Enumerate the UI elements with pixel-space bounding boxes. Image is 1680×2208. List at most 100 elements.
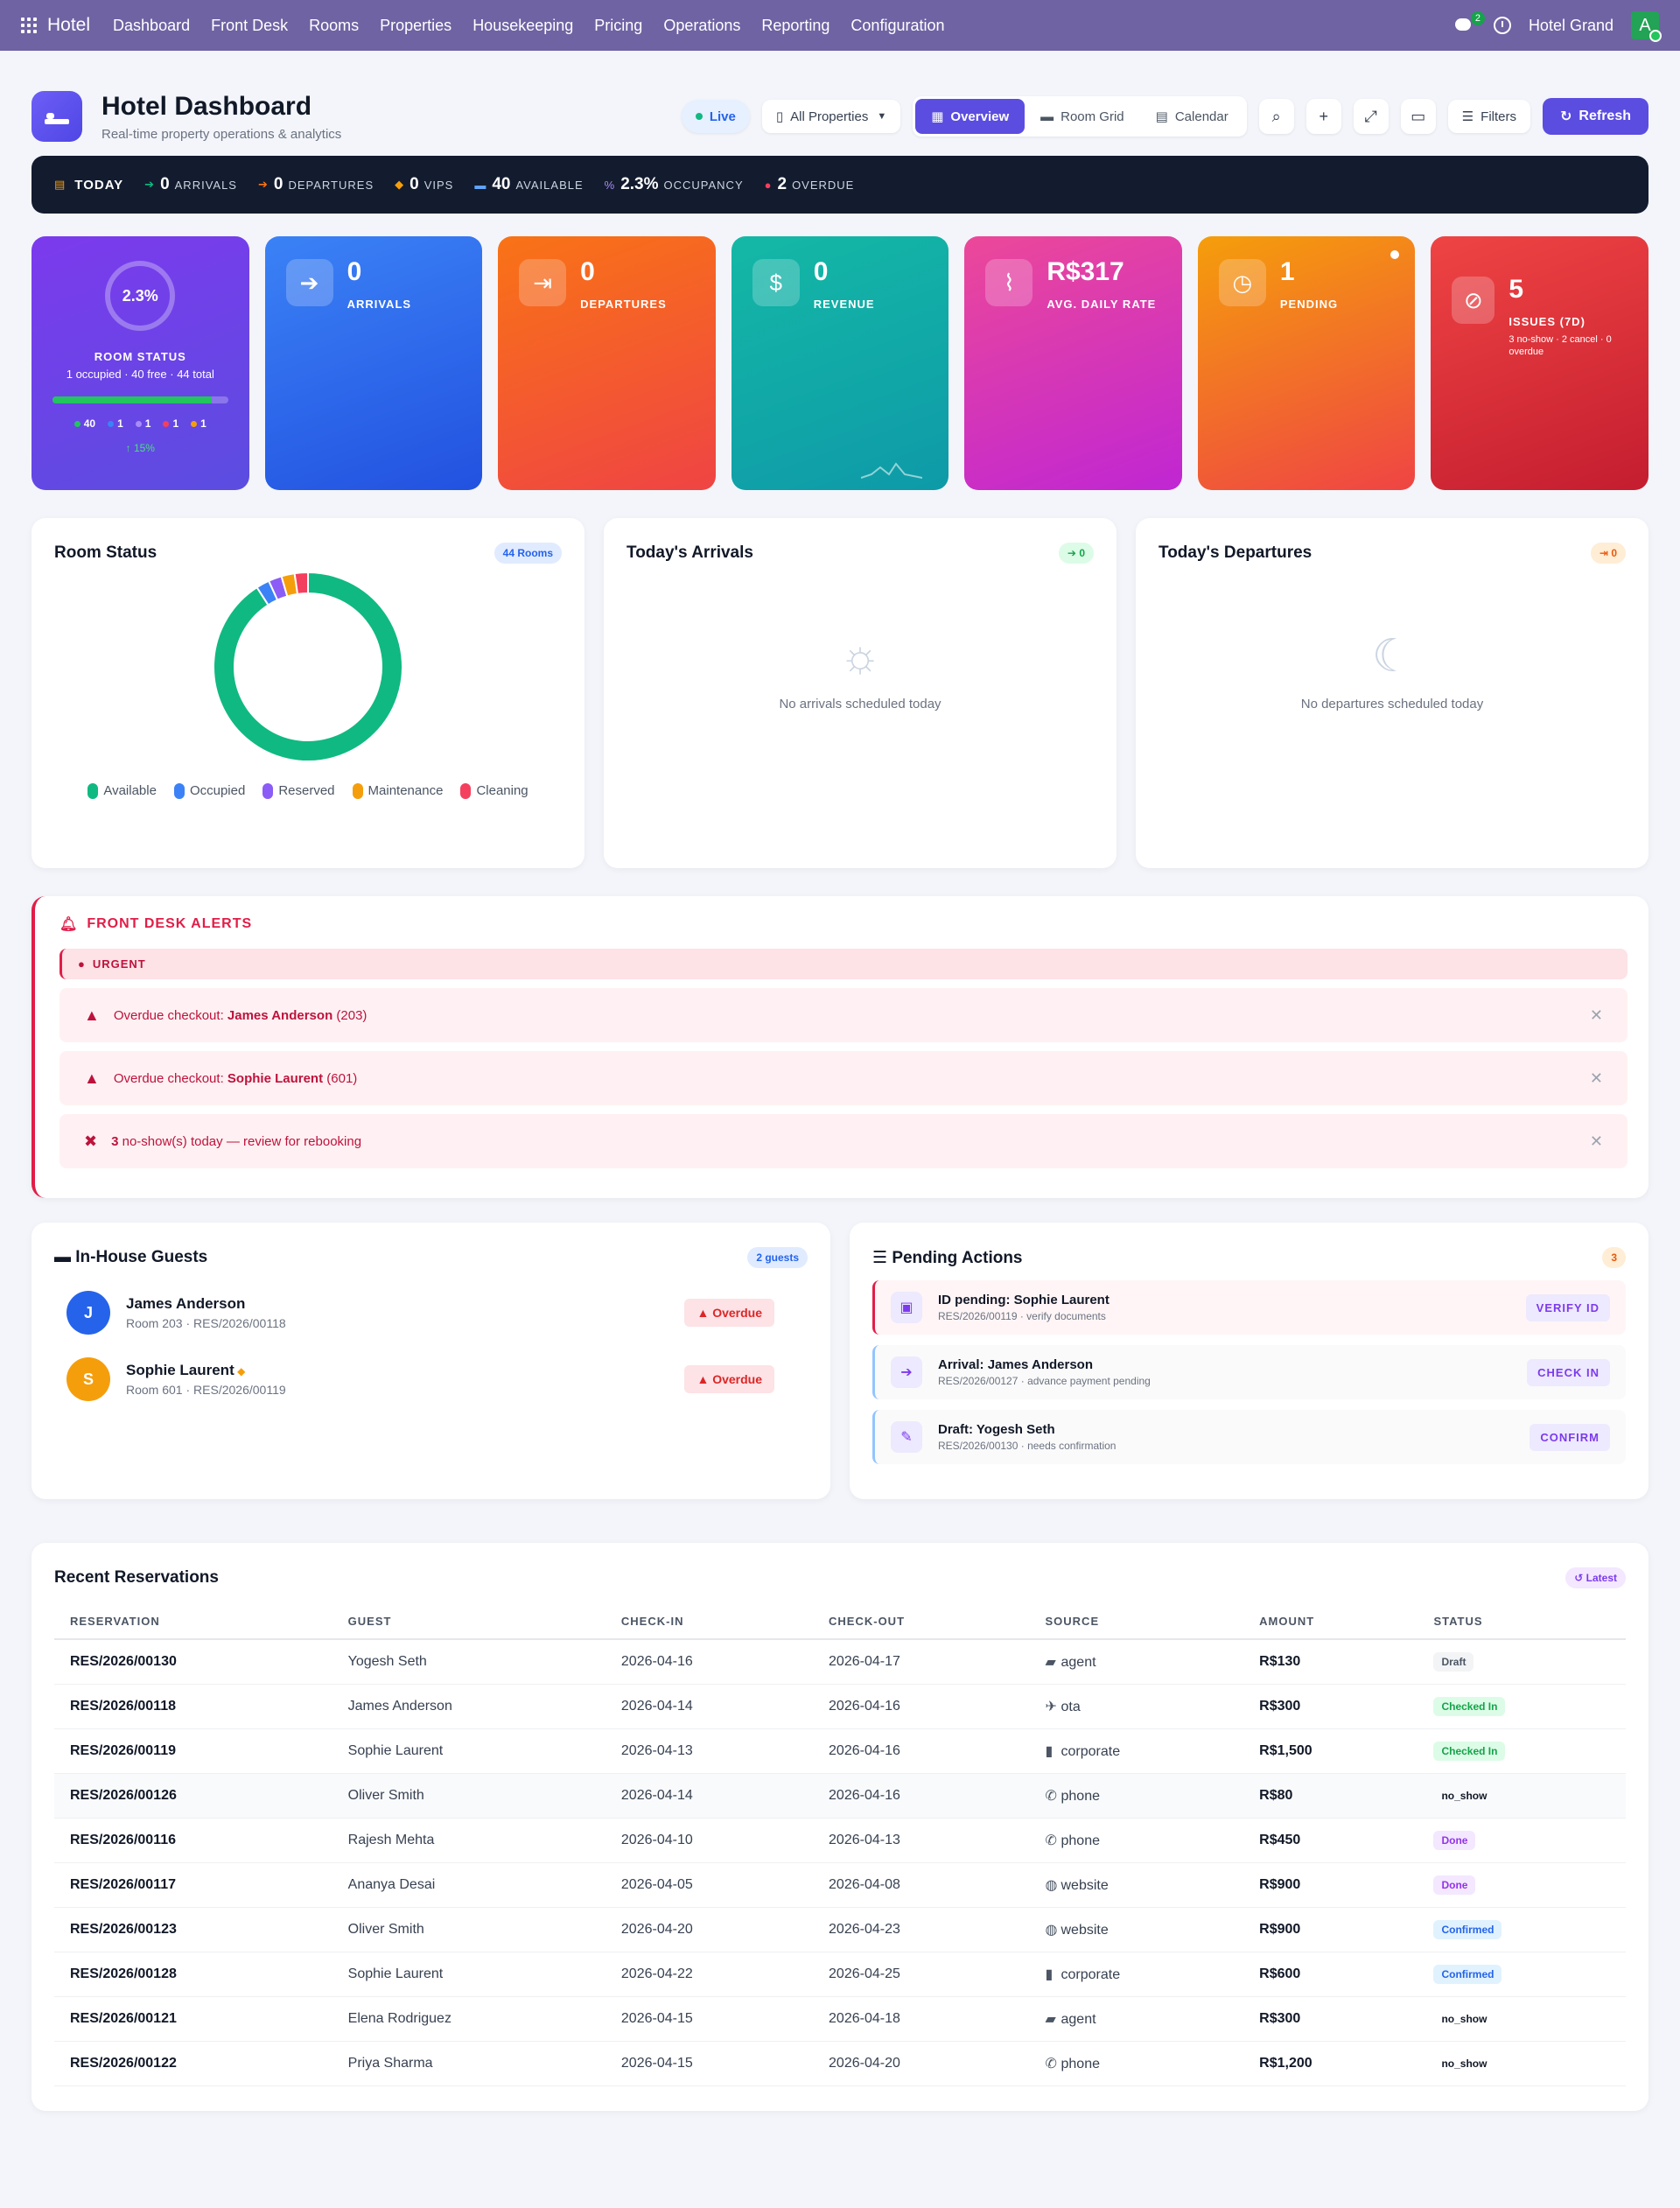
kpi-revenue-label: REVENUE	[813, 298, 875, 311]
nav-properties[interactable]: Properties	[380, 16, 452, 34]
property-select[interactable]: ▯ All Properties ▼	[761, 100, 901, 133]
status-cell: Checked In	[1418, 1728, 1626, 1774]
alert-item[interactable]: ✖ 3 no-show(s) today — review for rebooki…	[60, 1114, 1628, 1168]
nav-rooms[interactable]: Rooms	[309, 16, 360, 34]
reservation-code[interactable]: RES/2026/00118	[54, 1684, 332, 1729]
user-avatar[interactable]: A	[1631, 11, 1662, 42]
filters-button[interactable]: ☰ Filters	[1447, 100, 1531, 133]
column-header[interactable]: CHECK-OUT	[813, 1615, 1030, 1640]
verify-id-button[interactable]: VERIFY ID	[1525, 1293, 1610, 1321]
nav-operations[interactable]: Operations	[663, 16, 741, 34]
table-row[interactable]: RES/2026/00118 James Anderson 2026-04-14 20…	[54, 1684, 1626, 1729]
report-button[interactable]: ▭	[1400, 99, 1436, 134]
alert-item[interactable]: ▲ Overdue checkout: Sophie Laurent (601) ✕	[60, 1051, 1628, 1105]
column-header[interactable]: CHECK-IN	[605, 1615, 814, 1640]
column-header[interactable]: RESERVATION	[54, 1615, 332, 1640]
tab-room-grid[interactable]: ▬ Room Grid	[1040, 109, 1124, 124]
kpi-adr[interactable]: ⌇ R$317 AVG. DAILY RATE	[964, 236, 1182, 490]
caret-down-icon: ▼	[877, 111, 887, 122]
table-row[interactable]: RES/2026/00122 Priya Sharma 2026-04-15 2026…	[54, 2041, 1626, 2086]
phone-icon: ✆	[1045, 1788, 1057, 1804]
guest-row[interactable]: J James Anderson Room 203 · RES/2026/00118…	[54, 1291, 808, 1335]
pending-title: ☰ Pending Actions	[872, 1248, 1023, 1267]
reservation-code[interactable]: RES/2026/00123	[54, 1907, 332, 1952]
confirm-button[interactable]: CONFIRM	[1530, 1423, 1610, 1451]
kpi-issues[interactable]: ⊘ 5 ISSUES (7D) 3 no-show · 2 cancel · 0 ov…	[1431, 236, 1649, 490]
legend-cleaning[interactable]: Cleaning	[460, 783, 528, 800]
source-cell: ✆ phone	[1029, 1818, 1244, 1863]
add-button[interactable]: +	[1306, 99, 1341, 134]
reservation-code[interactable]: RES/2026/00126	[54, 1773, 332, 1819]
reservation-code[interactable]: RES/2026/00130	[54, 1639, 332, 1685]
latest-badge[interactable]: ↺ Latest	[1565, 1567, 1626, 1588]
chat-icon[interactable]: 2	[1454, 11, 1485, 34]
reservation-code[interactable]: RES/2026/00119	[54, 1728, 332, 1774]
table-row[interactable]: RES/2026/00116 Rajesh Mehta 2026-04-10 2026…	[54, 1818, 1626, 1863]
reservation-code[interactable]: RES/2026/00116	[54, 1818, 332, 1863]
nav-front-desk[interactable]: Front Desk	[211, 16, 289, 34]
table-row[interactable]: RES/2026/00130 Yogesh Seth 2026-04-16 2026-…	[54, 1639, 1626, 1685]
kpi-pending[interactable]: ◷ 1 PENDING	[1197, 236, 1416, 490]
bed-icon: ▬	[54, 1248, 76, 1266]
reservation-code[interactable]: RES/2026/00122	[54, 2041, 332, 2086]
refresh-button[interactable]: ↻ Refresh	[1543, 98, 1648, 135]
today-overdue-value: 2	[777, 175, 788, 193]
check-out-date: 2026-04-13	[813, 1818, 1030, 1863]
status-cell: Done	[1418, 1818, 1626, 1863]
nav-pricing[interactable]: Pricing	[594, 16, 643, 34]
kpi-revenue[interactable]: $0 REVENUE	[731, 236, 949, 490]
kpi-room-status[interactable]: 2.3% ROOM STATUS 1 occupied · 40 free · …	[32, 236, 249, 490]
activity-clock-icon[interactable]	[1493, 17, 1511, 34]
fullscreen-button[interactable]: ⤢	[1353, 99, 1389, 134]
reservation-code[interactable]: RES/2026/00121	[54, 1996, 332, 2042]
check-in-button[interactable]: CHECK IN	[1527, 1358, 1610, 1386]
edit-icon: ✎	[891, 1421, 922, 1453]
donut-slice-available[interactable]	[213, 571, 403, 762]
nav-configuration[interactable]: Configuration	[850, 16, 945, 34]
legend-reserved[interactable]: Reserved	[262, 783, 335, 800]
column-header[interactable]: AMOUNT	[1243, 1615, 1418, 1640]
grid-icon: ▦	[931, 109, 944, 124]
check-out-date: 2026-04-23	[813, 1907, 1030, 1952]
nav-reporting[interactable]: Reporting	[761, 16, 830, 34]
table-row[interactable]: RES/2026/00128 Sophie Laurent 2026-04-22 20…	[54, 1952, 1626, 1997]
table-row[interactable]: RES/2026/00123 Oliver Smith 2026-04-20 2026…	[54, 1907, 1626, 1952]
dismiss-icon[interactable]: ✕	[1589, 1069, 1603, 1087]
kpi-departures[interactable]: ⇥ 0 DEPARTURES	[498, 236, 716, 490]
column-header[interactable]: SOURCE	[1029, 1615, 1244, 1640]
search-button[interactable]: ⌕	[1258, 99, 1294, 134]
source-cell: ▰ agent	[1029, 1996, 1244, 2042]
alert-item[interactable]: ▲ Overdue checkout: James Anderson (203) ✕	[60, 988, 1628, 1042]
kpi-arrivals[interactable]: ➔ 0 ARRIVALS	[264, 236, 483, 490]
alert-text: 3 no-show(s) today — review for rebookin…	[111, 1133, 362, 1149]
brand-name[interactable]: Hotel	[47, 15, 91, 35]
document-icon: ▭	[1410, 107, 1426, 125]
nav-dashboard[interactable]: Dashboard	[113, 16, 191, 34]
dismiss-icon[interactable]: ✕	[1589, 1132, 1603, 1150]
today-occupancy-value: 2.3%	[620, 175, 659, 193]
table-row[interactable]: RES/2026/00119 Sophie Laurent 2026-04-13 20…	[54, 1728, 1626, 1774]
legend-maintenance[interactable]: Maintenance	[352, 783, 443, 800]
donut-slice-cleaning[interactable]	[293, 571, 309, 595]
guest-name: Elena Rodriguez	[332, 1996, 606, 2042]
dismiss-icon[interactable]: ✕	[1589, 1006, 1603, 1024]
column-header[interactable]: GUEST	[332, 1615, 606, 1640]
plus-icon: +	[1319, 107, 1328, 125]
room-status-mini-legend: 40 1 1 1 1	[52, 417, 228, 430]
column-header[interactable]: STATUS	[1418, 1615, 1626, 1640]
tab-overview[interactable]: ▦ Overview	[915, 99, 1026, 134]
occupancy-progress	[52, 396, 228, 403]
table-row[interactable]: RES/2026/00117 Ananya Desai 2026-04-05 2026…	[54, 1862, 1626, 1908]
table-row[interactable]: RES/2026/00121 Elena Rodriguez 2026-04-15 2…	[54, 1996, 1626, 2042]
table-row[interactable]: RES/2026/00126 Oliver Smith 2026-04-14 2026…	[54, 1773, 1626, 1819]
tab-calendar[interactable]: ▤ Calendar	[1155, 109, 1228, 125]
guest-row[interactable]: S Sophie Laurent ◆ Room 601 · RES/2026/001…	[54, 1357, 808, 1401]
company-switcher[interactable]: Hotel Grand	[1528, 16, 1614, 34]
reservation-code[interactable]: RES/2026/00117	[54, 1862, 332, 1908]
reservation-code[interactable]: RES/2026/00128	[54, 1952, 332, 1997]
legend-available[interactable]: Available	[88, 783, 157, 800]
apps-grid-icon[interactable]	[21, 18, 37, 33]
nav-housekeeping[interactable]: Housekeeping	[472, 16, 574, 34]
arrivals-title: Today's Arrivals	[626, 543, 753, 562]
legend-occupied[interactable]: Occupied	[173, 783, 245, 800]
